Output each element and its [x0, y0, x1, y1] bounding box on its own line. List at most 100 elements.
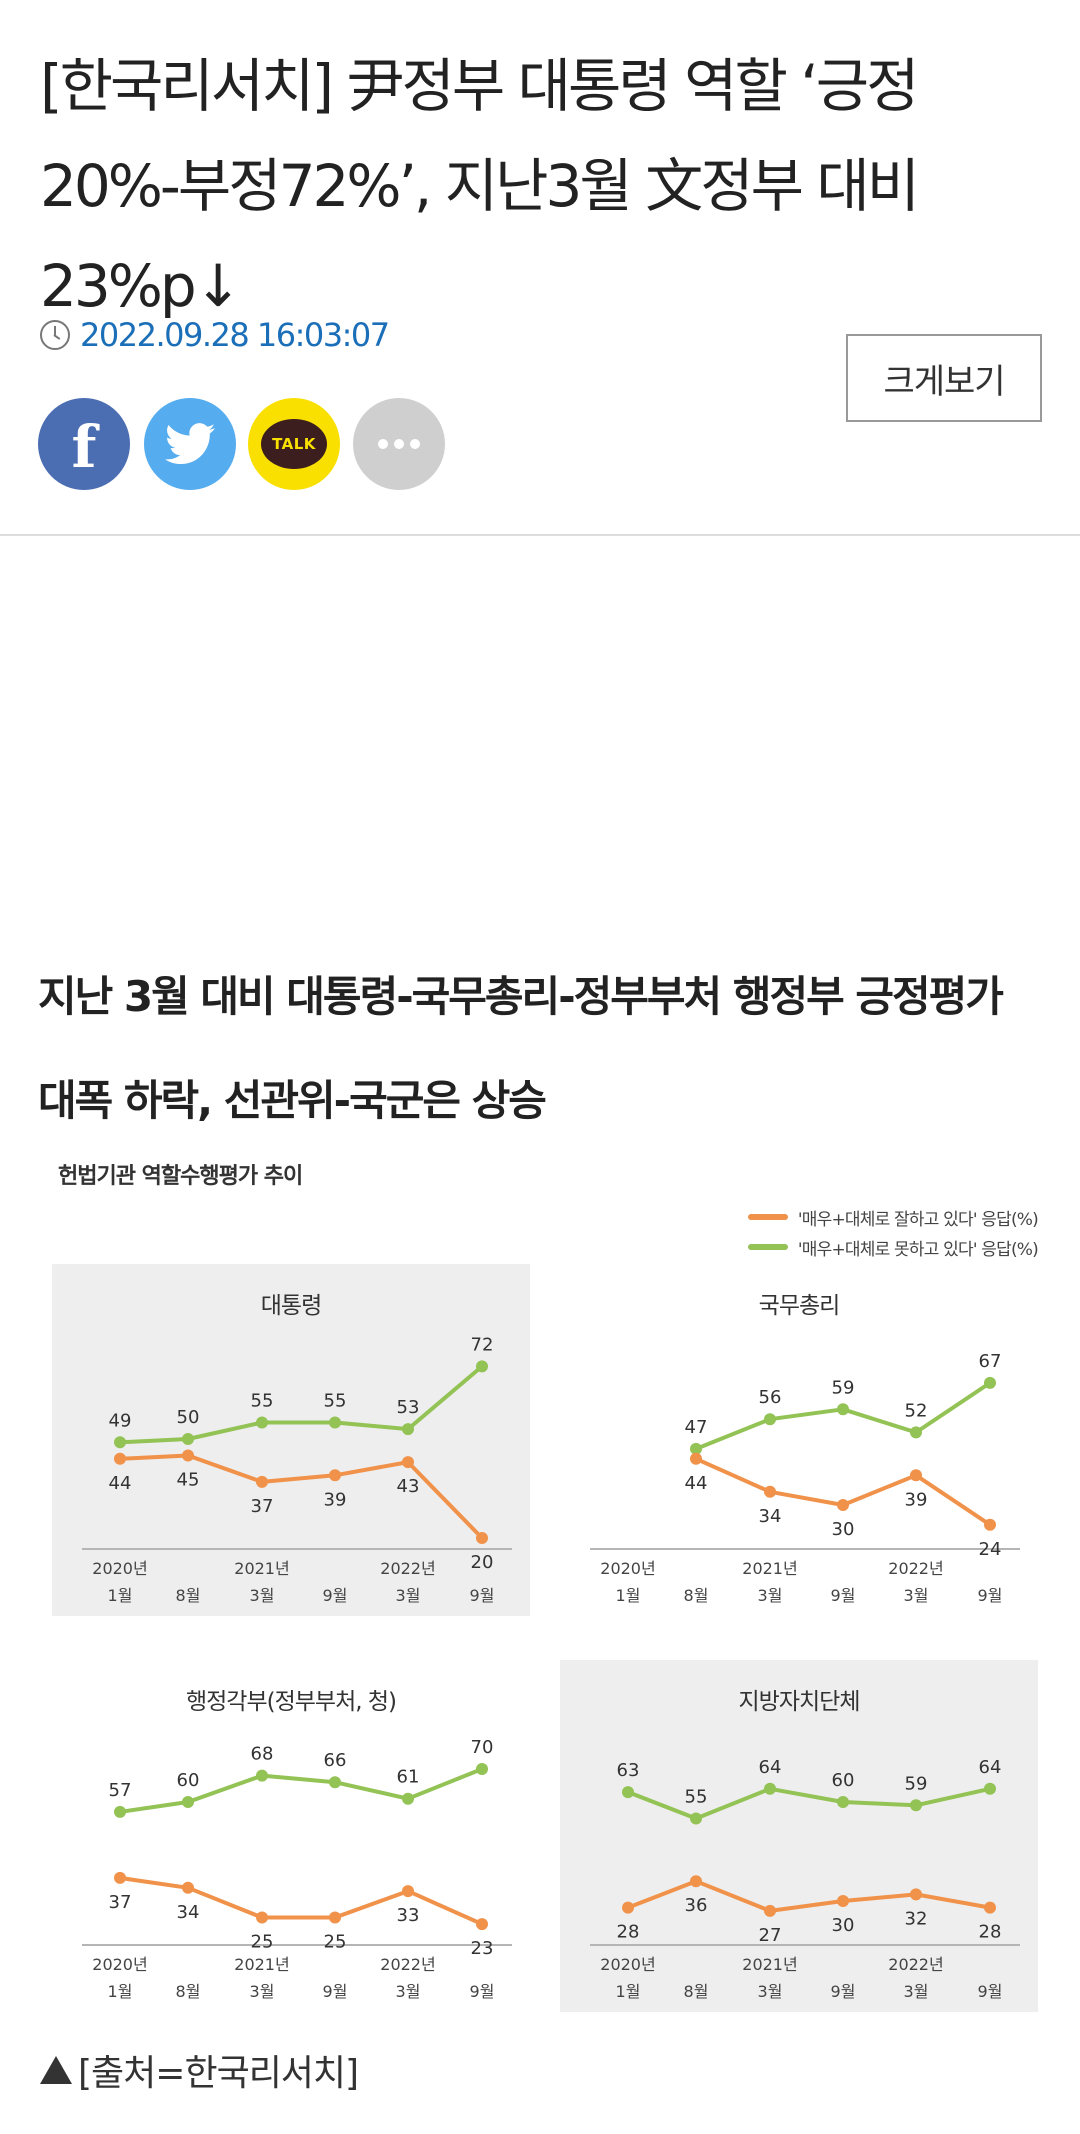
series-line-positive: [695, 1456, 992, 1527]
panel-title: 지방자치단체: [738, 1689, 861, 1715]
data-point-negative: [402, 1423, 414, 1436]
facebook-share-button[interactable]: f: [38, 398, 130, 490]
zoom-button[interactable]: 크게보기: [846, 334, 1042, 422]
x-tick-year-label: 2020년: [92, 1955, 147, 1974]
data-point-negative: [837, 1796, 849, 1808]
series-line-positive: [119, 1875, 483, 1926]
chart-panel-local-government: 2020년 2021년 2022년 1월 8월 3월 9월 3월 9월 63 55 64 60 59 64 2…: [560, 1660, 1038, 2012]
kakaotalk-share-button[interactable]: TALK: [248, 398, 340, 490]
x-tick-year-label: 2022년: [888, 1559, 943, 1578]
x-tick-month-label: 9월: [470, 1586, 495, 1605]
x-tick-month-label: 9월: [323, 1586, 348, 1605]
data-label-negative: 53: [397, 1397, 420, 1418]
data-label-negative: 56: [759, 1387, 782, 1408]
data-label-positive: 39: [905, 1489, 928, 1510]
x-tick-month-label: 9월: [323, 1982, 348, 2001]
data-point-positive: [837, 1895, 849, 1907]
panel-title: 행정각부(정부부처, 청): [185, 1689, 397, 1715]
data-point-positive: [182, 1881, 194, 1894]
x-tick-month-label: 3월: [904, 1586, 929, 1605]
data-label-positive: 28: [617, 1922, 640, 1943]
data-point-negative: [256, 1769, 268, 1782]
data-label-negative: 52: [905, 1400, 928, 1421]
x-tick-month-label: 1월: [616, 1982, 641, 2001]
data-label-negative: 55: [685, 1787, 708, 1808]
panel-title: 대통령: [260, 1293, 322, 1319]
data-point-negative: [182, 1433, 194, 1445]
line-chart-svg: 2020년 2021년 2022년 1월 8월 3월 9월 3월 9월 57 60 68 66 61 70 3…: [82, 1737, 512, 2001]
article-headline: [한국리서치] 尹정부 대통령 역할 ‘긍정 20%-부정72%’, 지난3월 …: [40, 52, 920, 320]
legend-swatch-positive: [747, 1214, 788, 1220]
x-tick-month-label: 1월: [108, 1586, 133, 1605]
data-label-positive: 33: [397, 1905, 420, 1926]
x-tick-month-label: 9월: [978, 1586, 1003, 1605]
data-label-positive: 30: [832, 1915, 855, 1936]
more-share-button[interactable]: [353, 398, 445, 490]
x-tick-month-label: 3월: [396, 1982, 421, 2001]
data-point-positive: [114, 1452, 126, 1465]
x-tick-year-label: 2022년: [380, 1559, 435, 1578]
chart-panel-prime-minister: 2020년 2021년 2022년 1월 8월 3월 9월 3월 9월 47 56 59 52 67 44 3…: [560, 1264, 1038, 1616]
data-point-negative: [256, 1416, 268, 1429]
twitter-bird-icon: [165, 423, 215, 464]
line-chart-svg: 2020년 2021년 2022년 1월 8월 3월 9월 3월 9월 47 56 59 52 67 44 3…: [590, 1351, 1020, 1605]
data-point-positive: [114, 1871, 126, 1884]
x-tick-year-label: 2020년: [600, 1559, 655, 1578]
x-tick-year-label: 2020년: [600, 1955, 655, 1974]
data-point-negative: [182, 1796, 194, 1808]
x-tick-month-label: 3월: [250, 1982, 275, 2001]
data-point-positive: [837, 1499, 849, 1511]
data-point-positive: [764, 1904, 776, 1917]
x-tick-year-label: 2020년: [92, 1559, 147, 1578]
x-tick-month-label: 3월: [904, 1982, 929, 2001]
data-point-positive: [476, 1918, 488, 1931]
x-tick-year-label: 2022년: [380, 1955, 435, 1974]
kakaotalk-icon: TALK: [261, 419, 327, 469]
data-label-positive: 25: [324, 1932, 347, 1953]
x-tick-month-label: 9월: [978, 1982, 1003, 2001]
data-point-negative: [476, 1360, 488, 1373]
data-label-negative: 60: [177, 1770, 200, 1791]
data-label-negative: 57: [109, 1780, 132, 1801]
triangle-up-icon: [40, 2056, 72, 2084]
twitter-share-button[interactable]: [144, 398, 236, 490]
data-label-positive: 43: [397, 1476, 420, 1497]
x-tick-month-label: 8월: [684, 1586, 709, 1605]
data-point-positive: [622, 1901, 634, 1914]
data-label-negative: 60: [832, 1770, 855, 1791]
data-label-negative: 64: [979, 1757, 1002, 1778]
data-label-negative: 47: [685, 1417, 708, 1438]
data-point-positive: [984, 1901, 996, 1914]
data-label-negative: 55: [251, 1391, 274, 1412]
data-label-positive: 30: [832, 1519, 855, 1540]
series-line-positive: [119, 1453, 484, 1540]
data-label-negative: 50: [177, 1407, 200, 1428]
data-label-positive: 37: [251, 1496, 274, 1517]
data-label-positive: 34: [759, 1506, 782, 1527]
x-tick-month-label: 8월: [684, 1982, 709, 2001]
image-caption: [출처=한국리서치]: [40, 2044, 359, 2096]
caption-text: [출처=한국리서치]: [78, 2053, 359, 2094]
data-label-negative: 61: [397, 1767, 420, 1788]
x-tick-month-label: 3월: [758, 1586, 783, 1605]
data-point-negative: [984, 1376, 996, 1389]
data-label-positive: 28: [979, 1922, 1002, 1943]
clock-icon: [40, 320, 70, 350]
series-line-negative: [119, 1767, 483, 1814]
data-label-positive: 44: [685, 1473, 708, 1494]
article-subhead: 지난 3월 대비 대통령-국무총리-정부부처 행정부 긍정평가 대폭 하락, 선…: [38, 972, 1004, 1125]
data-label-positive: 45: [177, 1470, 200, 1491]
legend-label-negative: '매우+대체로 못하고 있다' 응답(%): [797, 1239, 1039, 1260]
legend-label-positive: '매우+대체로 잘하고 있다' 응답(%): [797, 1209, 1039, 1230]
data-point-positive: [256, 1475, 268, 1488]
x-tick-year-label: 2021년: [234, 1955, 289, 1974]
data-label-negative: 68: [251, 1744, 274, 1765]
data-point-positive: [910, 1888, 922, 1901]
data-point-negative: [114, 1436, 126, 1449]
data-point-negative: [622, 1786, 634, 1799]
data-label-positive: 44: [109, 1473, 132, 1494]
figure-title: 헌법기관 역할수행평가 추이: [58, 1164, 303, 1189]
data-label-negative: 59: [905, 1773, 928, 1794]
chart-panel-president: 2020년 2021년 2022년 1월 8월 3월 9월 3월 9월 49 50 55 55 53 72 4…: [52, 1264, 530, 1616]
data-point-positive: [182, 1449, 194, 1462]
